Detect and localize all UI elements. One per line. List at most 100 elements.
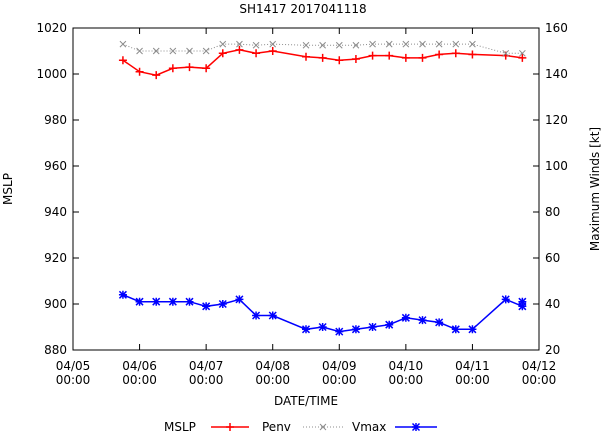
y2-tick-label: 40: [545, 297, 560, 311]
plot-frame: [72, 27, 540, 351]
series-layer: [118, 40, 527, 336]
penv-point: [351, 55, 360, 64]
x-tick-time: 00:00: [522, 373, 557, 387]
y-tick-label: 980: [44, 113, 67, 127]
penv-point: [118, 56, 127, 65]
x-tick-time: 00:00: [389, 373, 424, 387]
mslp-point: [202, 302, 211, 311]
x-tick-time: 00:00: [322, 373, 357, 387]
penv-point: [185, 63, 194, 72]
y2-axis-label: Maximum Winds [kt]: [588, 127, 602, 251]
penv-point: [218, 49, 227, 58]
vmax-point: [469, 40, 476, 48]
mslp-point: [385, 320, 394, 329]
mslp-point: [368, 322, 377, 332]
mslp-point: [152, 297, 161, 306]
vmax-line: [122, 43, 523, 54]
y-tick-label: 1000: [36, 67, 67, 81]
y-tick-label: 1020: [36, 21, 67, 35]
y2-tick-label: 120: [545, 113, 568, 127]
x-tick-date: 04/11: [455, 359, 490, 373]
vmax-point: [236, 40, 243, 48]
mslp-point: [501, 295, 510, 304]
x-tick-time: 00:00: [455, 373, 490, 387]
mslp-point: [518, 297, 527, 306]
penv-point: [518, 53, 527, 62]
x-tick-date: 04/05: [56, 359, 91, 373]
x-axis: 04/0500:0004/0600:0004/0700:0004/0800:00…: [56, 28, 557, 387]
vmax-point: [352, 41, 360, 49]
vmax-point: [119, 40, 127, 48]
penv-point: [252, 49, 261, 58]
x-tick-date: 04/06: [122, 359, 157, 373]
x-tick-time: 00:00: [255, 373, 290, 387]
y2-tick-label: 20: [545, 343, 560, 357]
y2-tick-label: 80: [545, 205, 560, 219]
chart-title: SH1417 2017041118: [239, 2, 366, 16]
mslp-point: [418, 316, 427, 325]
penv-point: [435, 50, 444, 59]
vmax-point: [219, 40, 227, 48]
series-vmax: [119, 40, 526, 57]
vmax-point: [369, 40, 376, 48]
series-mslp: [118, 290, 527, 336]
x-tick-time: 00:00: [56, 373, 91, 387]
mslp-point: [235, 295, 244, 304]
mslp-point: [268, 311, 277, 320]
mslp-point: [518, 302, 527, 311]
mslp-point: [301, 325, 311, 334]
vmax-point: [136, 47, 143, 55]
vmax-point: [252, 41, 260, 49]
penv-point: [401, 53, 410, 62]
y-tick-label: 880: [44, 343, 67, 357]
vmax-point: [152, 47, 160, 55]
penv-point: [235, 45, 244, 54]
mslp-point: [468, 325, 477, 334]
vmax-point: [302, 41, 310, 49]
penv-point: [268, 47, 277, 55]
y-axis-left: 880 900 920 940 960 980 1000 1020: [36, 21, 79, 357]
x-tick-date: 04/10: [389, 359, 424, 373]
y-tick-label: 900: [44, 297, 67, 311]
legend-swatch-marker-mslp: [226, 423, 234, 431]
mslp-point: [451, 325, 460, 334]
mslp-point: [118, 290, 127, 299]
y2-tick-label: 100: [545, 159, 568, 173]
vmax-point: [169, 47, 177, 55]
penv-point: [135, 67, 144, 76]
y-tick-label: 960: [44, 159, 67, 173]
y2-tick-label: 60: [545, 251, 560, 265]
legend-swatch-marker-penv: [319, 423, 327, 431]
penv-point: [385, 51, 394, 60]
mslp-point: [252, 311, 261, 320]
penv-point: [302, 52, 310, 61]
x-tick-time: 00:00: [122, 373, 157, 387]
legend-swatch-marker-vmax: [411, 422, 421, 432]
vmax-point: [435, 40, 443, 48]
legend-label-vmax: Vmax: [352, 420, 386, 432]
vmax-point: [202, 47, 210, 55]
penv-point: [168, 64, 177, 73]
penv-point: [152, 71, 161, 80]
x-axis-label: DATE/TIME: [274, 394, 338, 408]
mslp-point: [351, 325, 360, 334]
y-axis-label: MSLP: [1, 173, 15, 205]
vmax-point: [186, 47, 193, 55]
plot-border: [72, 27, 540, 351]
penv-point: [451, 49, 460, 58]
x-tick-date: 04/08: [255, 359, 290, 373]
mslp-point: [435, 318, 444, 327]
vmax-point: [319, 41, 326, 49]
series-penv: [118, 45, 527, 80]
vmax-point: [519, 49, 526, 57]
vmax-point: [502, 49, 510, 57]
y-tick-label: 920: [44, 251, 67, 265]
x-tick-date: 04/12: [522, 359, 557, 373]
vmax-point: [419, 40, 426, 48]
penv-point: [318, 53, 327, 62]
legend-label-mslp: MSLP: [164, 420, 196, 432]
x-tick-time: 00:00: [189, 373, 224, 387]
penv-point: [418, 53, 427, 62]
